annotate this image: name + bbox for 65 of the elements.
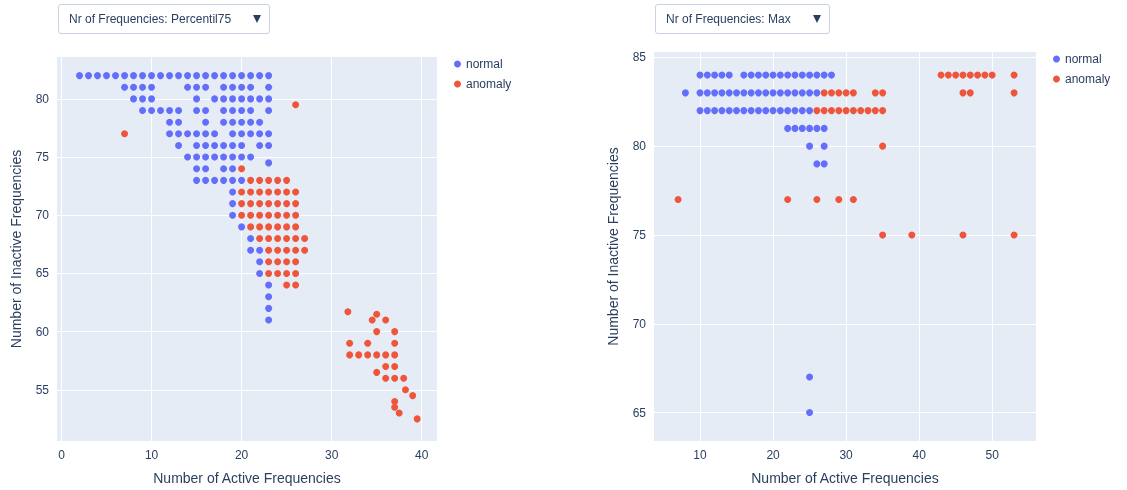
- point: [959, 89, 967, 97]
- point: [966, 71, 974, 79]
- point: [813, 107, 821, 115]
- y-tick-label: 80: [35, 91, 50, 106]
- point: [820, 89, 828, 97]
- chart-title: Nr of Frequencies: Percentil75: [69, 12, 232, 26]
- y-tick-label: 75: [35, 150, 50, 165]
- point: [842, 107, 850, 115]
- point: [820, 107, 828, 115]
- legend-label: anomaly: [1065, 72, 1111, 86]
- x-tick-label: 20: [234, 448, 249, 462]
- point: [849, 107, 857, 115]
- x-tick-label: 20: [766, 448, 781, 462]
- y-axis-title: Number of Inactive Frequencies: [8, 149, 24, 349]
- point: [981, 71, 989, 79]
- point: [944, 71, 952, 79]
- x-tick-label: 0: [58, 448, 66, 462]
- point: [974, 71, 982, 79]
- point: [849, 195, 857, 203]
- point: [966, 89, 974, 97]
- y-tick-label: 75: [632, 227, 647, 242]
- y-tick-label: 65: [35, 266, 50, 281]
- y-tick-label: 80: [632, 139, 647, 154]
- legend-label: normal: [1065, 52, 1102, 66]
- point: [871, 107, 879, 115]
- y-axis-title: Number of Inactive Frequencies: [605, 147, 621, 346]
- x-tick-label: 30: [839, 448, 854, 462]
- x-axis-title: Number of Active Frequencies: [751, 470, 939, 486]
- point: [674, 195, 682, 203]
- point: [835, 107, 843, 115]
- point: [849, 89, 857, 97]
- point: [908, 231, 916, 239]
- legend-label: normal: [466, 57, 503, 71]
- chart-title: Nr of Frequencies: Max: [666, 12, 791, 26]
- x-tick-label: 50: [985, 448, 1000, 462]
- x-tick-label: 10: [144, 448, 159, 462]
- legend-label: anomaly: [466, 77, 512, 91]
- point: [952, 71, 960, 79]
- point: [827, 107, 835, 115]
- y-tick-label: 85: [632, 50, 647, 65]
- point: [879, 107, 887, 115]
- x-tick-label: 40: [912, 448, 927, 462]
- x-tick-label: 40: [415, 448, 429, 462]
- point: [988, 71, 996, 79]
- point: [784, 195, 792, 203]
- y-tick-label: 65: [632, 405, 647, 420]
- y-tick-label: 70: [35, 208, 50, 223]
- point: [864, 107, 872, 115]
- point: [871, 89, 879, 97]
- point: [1010, 89, 1018, 97]
- point: [879, 231, 887, 239]
- point: [827, 89, 835, 97]
- y-tick-label: 55: [35, 382, 50, 397]
- point: [879, 142, 887, 150]
- y-tick-label: 60: [35, 324, 50, 339]
- x-axis-title: Number of Active Frequencies: [153, 470, 341, 486]
- point: [857, 107, 865, 115]
- point: [813, 195, 821, 203]
- point: [842, 89, 850, 97]
- y-tick-label: 70: [632, 316, 647, 331]
- x-tick-label: 10: [693, 448, 708, 462]
- point: [835, 195, 843, 203]
- point: [879, 89, 887, 97]
- point: [835, 89, 843, 97]
- x-tick-label: 30: [324, 448, 339, 462]
